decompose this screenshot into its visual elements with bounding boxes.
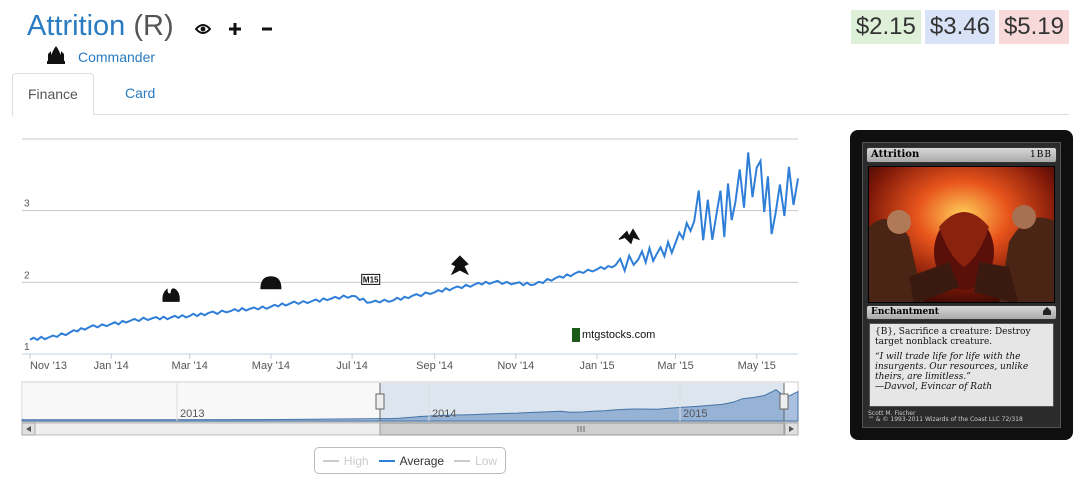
watermark-text: mtgstocks.com — [582, 329, 655, 341]
plus-icon[interactable] — [225, 19, 245, 39]
watermark: mtgstocks.com — [572, 328, 655, 342]
card-type-line: Enchantment — [871, 307, 939, 317]
x-tick-label: Jan '15 — [579, 360, 614, 372]
title-actions — [193, 17, 277, 41]
tab-bar: Finance Card — [12, 73, 1069, 116]
range-navigator[interactable]: 2013 2014 2015 — [21, 381, 799, 423]
y-tick-label: 2 — [24, 270, 30, 281]
set-name-link[interactable]: Commander — [78, 49, 156, 65]
y-axis-labels: 1 2 3 — [24, 199, 30, 353]
set-symbol-text: M15 — [363, 275, 379, 284]
navigator-selected-range — [380, 383, 784, 421]
x-axis-labels: Nov '13 Jan '14 Mar '14 May '14 Jul '14 Sep '… — [29, 354, 776, 372]
card-image-name: Attrition — [871, 149, 920, 160]
set-release-markers: M15 — [162, 228, 641, 302]
card-name[interactable]: Attrition — [27, 10, 126, 42]
low-price-badge: $2.15 — [850, 10, 921, 44]
y-tick-label: 1 — [24, 342, 30, 353]
mana-cost: 1BB — [1030, 150, 1052, 160]
minus-icon[interactable] — [257, 19, 277, 39]
x-tick-label: Mar '15 — [657, 360, 693, 372]
x-tick-label: May '14 — [252, 360, 290, 372]
chart-legend: High Average Low — [314, 447, 506, 474]
navigator-year-label: 2014 — [432, 408, 456, 420]
navigator-year-label: 2015 — [683, 408, 707, 420]
set-symbol-born-of-the-gods-icon[interactable] — [162, 288, 180, 302]
card-copyright: ™ & © 1993-2011 Wizards of the Coast LLC… — [868, 416, 1023, 423]
navigator-year-labels: 2013 2014 2015 — [176, 383, 707, 421]
navigator-outside-left — [22, 383, 380, 421]
legend-average[interactable]: Average — [378, 453, 445, 468]
x-tick-label: Nov '14 — [497, 360, 534, 372]
card-footer: Scott M. Fischer ™ & © 1993-2011 Wizards… — [868, 411, 1058, 423]
card-image: Attrition 1BB Enchantment — [850, 130, 1073, 440]
card-text-box: {B}, Sacrifice a creature: Destroy targe… — [869, 323, 1054, 407]
eye-icon[interactable] — [193, 19, 213, 39]
expansion-symbol-icon — [1043, 307, 1051, 315]
average-price-badge: $3.46 — [924, 10, 995, 44]
scrollbar[interactable] — [21, 422, 799, 436]
card-type-bar: Enchantment — [866, 305, 1057, 320]
navigator-year-label: 2013 — [180, 408, 204, 420]
legend-high[interactable]: High — [322, 453, 369, 468]
x-tick-label: Sep '14 — [416, 360, 453, 372]
navigator-left-handle[interactable] — [375, 393, 385, 410]
card-flavor-attribution: —Davvol, Evincar of Rath — [875, 382, 993, 392]
card-rules-text: {B}, Sacrifice a creature: Destroy targe… — [875, 327, 1031, 347]
legend-average-label: Average — [399, 453, 445, 468]
price-chart[interactable]: 1 2 3 Nov '13 Jan '14 Mar '14 May '14 Jul '14 S… — [0, 118, 820, 443]
navigator-right-handle[interactable] — [779, 393, 789, 410]
x-tick-label: Nov '13 — [30, 360, 67, 372]
card-rarity: (R) — [133, 10, 174, 42]
set-symbol-fate-reforged-icon[interactable] — [618, 228, 641, 245]
y-tick-label: 3 — [24, 199, 30, 210]
tab-finance[interactable]: Finance — [12, 73, 94, 116]
card-artwork — [868, 166, 1055, 303]
legend-low-label: Low — [475, 453, 498, 468]
x-tick-label: Mar '14 — [172, 360, 208, 372]
card-flavor-text: “I will trade life for life with the ins… — [875, 352, 1029, 382]
navigator-area — [21, 389, 799, 422]
card-title: Attrition (R) — [27, 8, 174, 44]
x-tick-label: May '15 — [738, 360, 776, 372]
card-name-bar: Attrition 1BB — [866, 147, 1057, 163]
average-price-line — [29, 152, 799, 342]
high-price-badge: $5.19 — [998, 10, 1069, 44]
x-tick-label: Jul '14 — [336, 360, 367, 372]
chart-grid — [22, 138, 798, 355]
tab-card[interactable]: Card — [125, 85, 156, 101]
card-artist: Scott M. Fischer — [868, 410, 916, 417]
set-info: Commander — [46, 45, 156, 70]
commander-set-icon — [46, 45, 66, 70]
set-symbol-khans-of-tarkir-icon[interactable] — [450, 255, 470, 276]
legend-high-label: High — [343, 453, 369, 468]
legend-low[interactable]: Low — [454, 454, 497, 468]
set-symbol-journey-into-nyx-icon[interactable] — [260, 276, 282, 290]
x-tick-label: Jan '14 — [94, 360, 129, 372]
set-symbol-m15-icon[interactable]: M15 — [361, 273, 381, 285]
price-badges: $2.15 $3.46 $5.19 — [850, 10, 1069, 44]
scrollbar-thumb[interactable] — [379, 422, 785, 436]
